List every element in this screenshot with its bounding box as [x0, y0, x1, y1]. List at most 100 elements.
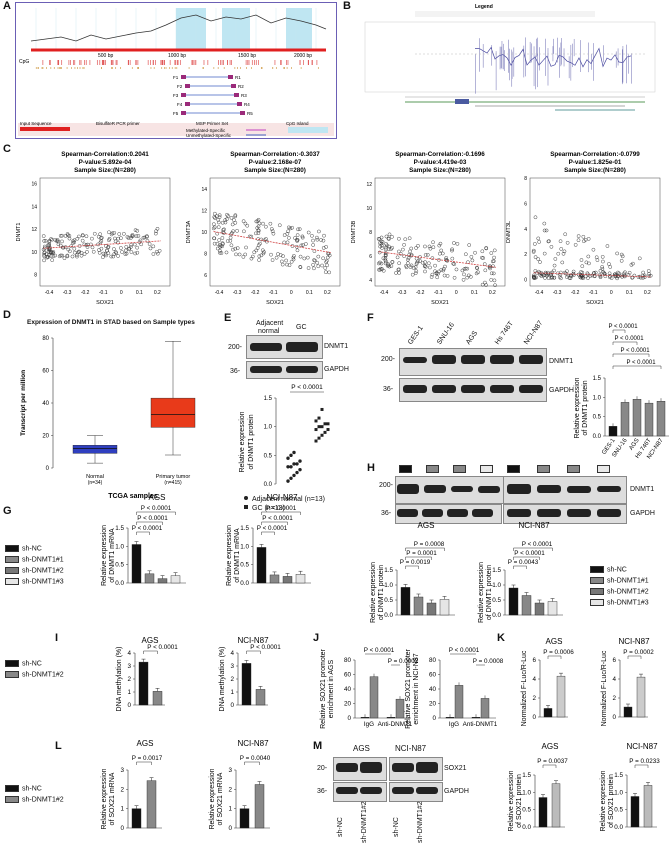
scatter-xtick: 0.1 [471, 290, 478, 296]
scatter-point [47, 247, 51, 252]
f-bar [632, 399, 642, 437]
chart-K-AGS: 0 2 4 6 AGS Normalized F-Luc/R-Luc P = 0.0006 [521, 637, 574, 726]
scatter-point [43, 238, 48, 243]
scatter-frame [374, 177, 506, 287]
scatter-point [389, 247, 393, 251]
scatter-point [602, 271, 606, 275]
primer-f-label: F3 [173, 93, 179, 98]
scatter-point [135, 228, 140, 233]
ytick: 4 [612, 676, 616, 683]
scatter-point [132, 242, 137, 247]
scatter-point [613, 274, 618, 279]
scatter-point [312, 258, 316, 262]
scatter-ytick: 2 [524, 252, 527, 258]
scatter-point [55, 238, 60, 242]
scatter-point [216, 225, 221, 229]
scatter-point [129, 236, 133, 240]
scatter-point [262, 238, 267, 242]
bar [630, 796, 640, 828]
legend-msp: MSP Primer Set [196, 121, 229, 126]
scatter-point [397, 249, 401, 254]
legend-label: sh-NC [607, 566, 627, 574]
ytick: 4 [532, 676, 536, 683]
scatter-point [124, 251, 129, 256]
e-dot-normal [292, 473, 296, 478]
scatter-point [482, 262, 487, 266]
ytick: 0 [230, 702, 234, 709]
scatter-point [612, 272, 617, 277]
scatter-point [376, 261, 381, 266]
scatter-point [270, 229, 275, 233]
scatter-point [533, 255, 538, 259]
scatter-point [53, 253, 57, 258]
scatter-point [285, 240, 290, 245]
scatter-point [450, 256, 455, 261]
scatter-point [430, 272, 435, 277]
scatter-point [285, 231, 290, 236]
scatter-ylabel: DNMT1 [16, 223, 22, 242]
e-dot-normal [298, 467, 302, 472]
scatter-point [397, 236, 401, 241]
scatter-point [553, 257, 558, 261]
scatter-point [622, 271, 626, 276]
scatter-point [409, 263, 414, 268]
scatter-point [469, 255, 474, 259]
ytick: 6 [532, 657, 536, 664]
bar [152, 691, 163, 706]
legend-unmethylated: Unmethylated-Specific [186, 133, 232, 138]
scatter-point [562, 249, 567, 254]
scatter-fit [213, 231, 332, 254]
panel-f: GES-1 SNU-16 AGS Hs 746T NCI-N87 200- 36- DN… [367, 318, 669, 463]
scatter-point [637, 256, 642, 261]
scatter-point [463, 266, 468, 271]
scatter-point [295, 248, 300, 253]
scatter-point [401, 247, 405, 252]
scatter-point [435, 275, 440, 280]
scatter-point [220, 236, 225, 240]
scatter-point [310, 233, 314, 238]
scatter-point [573, 243, 578, 247]
scatter-point [125, 235, 130, 239]
scatter-point [439, 248, 444, 253]
scatter-point [452, 262, 457, 266]
scatter-point [427, 261, 431, 266]
scatter-ytick: 8 [34, 273, 37, 279]
scatter-point [428, 246, 433, 251]
scatter-point [595, 258, 600, 262]
chart-title: AGS [546, 637, 563, 646]
pval: P < 0.0001 [449, 647, 480, 654]
scatter-point [217, 238, 221, 242]
bar [255, 689, 266, 706]
scatter-point [542, 221, 547, 226]
scatter-point [591, 247, 596, 252]
scatter-ytick: 0 [524, 278, 527, 284]
panel-h: 200- 36- DNMT1 GAPDH [367, 462, 667, 632]
m-band [360, 762, 382, 773]
scatter-point [436, 271, 440, 276]
ruler-500: 500 bp [98, 53, 114, 59]
scatter-point [287, 236, 291, 240]
f-band-gapdh [490, 385, 514, 393]
scatter-point [218, 243, 223, 247]
scatter-point [282, 240, 287, 245]
bar [239, 808, 250, 829]
scatter-ytick: 12 [366, 182, 372, 188]
scatter-point [441, 268, 446, 273]
ytick: 0.0 [240, 580, 249, 587]
scatter-point [534, 275, 538, 280]
scatter-xtick: -0.3 [398, 290, 407, 296]
ytick: 1.5 [115, 525, 124, 532]
scatter-point [147, 242, 152, 246]
scatter-point [280, 259, 284, 264]
scatter-point [427, 244, 432, 249]
d-xtick: (n=34) [88, 480, 103, 486]
panel-m-blot: AGS NCI-N87 20- 36- SOX21 GAPDH sh-NC sh… [313, 744, 473, 845]
chart-J-NCI-N87: 0 20 40 60 80 Relative SOX21 promoter enrichme… [405, 647, 504, 729]
scatter-point [255, 226, 260, 230]
ytick: 4 [230, 650, 234, 657]
legend-label: sh-DNMT1#3 [22, 578, 64, 586]
scatter-point [84, 234, 89, 239]
scatter-point [154, 229, 158, 233]
bar [636, 676, 646, 718]
scatter-point [438, 241, 443, 246]
